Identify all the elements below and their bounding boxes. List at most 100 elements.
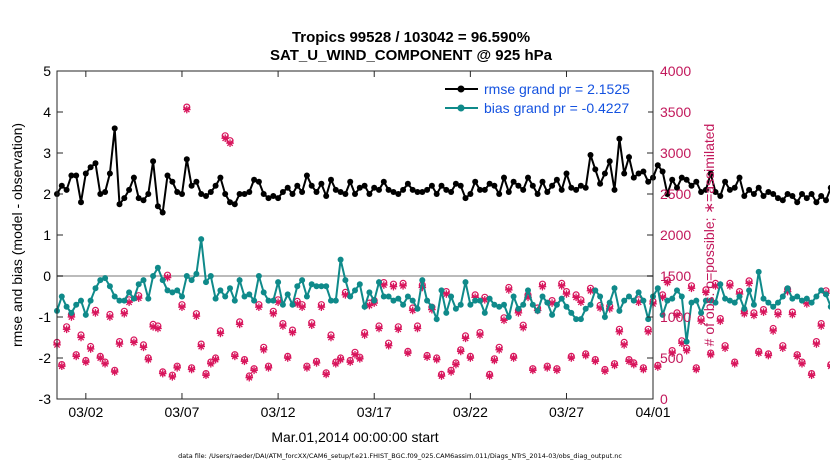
obs-possible-point (437, 370, 446, 378)
obs-possible-point (202, 370, 210, 378)
bias-point (707, 297, 714, 304)
obs-possible-point (625, 356, 633, 364)
obs-possible-point (212, 354, 220, 362)
bias-point (337, 256, 344, 263)
rmse-point (299, 189, 306, 195)
rmse-point (289, 191, 296, 197)
obs-possible-point (91, 306, 100, 314)
bias-point (525, 287, 531, 294)
bias-point (279, 301, 286, 308)
rmse-point (111, 125, 118, 132)
bias-point (539, 293, 546, 300)
rmse-point (78, 199, 84, 206)
bias-point (448, 293, 455, 300)
bias-point (299, 277, 306, 284)
obs-possible-point (77, 331, 85, 339)
rmse-point (510, 178, 517, 185)
obs-possible-point (509, 352, 518, 360)
rmse-point (193, 178, 200, 185)
obs-possible-point (755, 347, 763, 355)
rmse-point (808, 191, 815, 197)
rmse-point (731, 184, 738, 191)
rmse-point (227, 199, 233, 206)
obs-possible-point (149, 320, 157, 328)
rmse-point (799, 191, 805, 197)
rmse-point (174, 189, 181, 195)
rmse-point (332, 186, 339, 193)
rmse-point (784, 191, 791, 197)
legend-bias-marker (457, 104, 465, 112)
bias-point (371, 297, 378, 304)
obs-possible-point (183, 103, 191, 111)
bias-point (284, 291, 291, 298)
bias-point (520, 301, 527, 308)
obs-possible-point (346, 356, 354, 365)
rmse-point (582, 184, 589, 191)
rmse-point (294, 182, 301, 189)
bias-point (630, 297, 637, 304)
bias-point (106, 283, 113, 290)
obs-possible-point (197, 340, 205, 348)
rmse-point (68, 172, 75, 179)
rmse-point (496, 191, 503, 197)
plot-area (57, 71, 653, 399)
bias-point (78, 297, 84, 304)
obs-possible-point (827, 361, 830, 369)
obs-possible-point (788, 308, 797, 316)
obs-possible-point (413, 322, 422, 330)
x-tick-label: 03/02 (68, 404, 103, 420)
rmse-point (140, 197, 147, 204)
bias-point (558, 295, 565, 302)
rmse-point (803, 195, 810, 202)
rmse-point (674, 184, 680, 191)
bias-point (275, 279, 282, 286)
bias-point (323, 283, 330, 290)
rmse-point (236, 191, 243, 197)
rmse-point (823, 197, 829, 204)
bias-point (424, 297, 431, 304)
bias-point (154, 264, 161, 271)
obs-possible-point (72, 351, 80, 359)
bias-point (164, 287, 171, 294)
bias-point (246, 291, 253, 298)
rmse-point (203, 193, 209, 199)
obs-possible-point (279, 320, 287, 328)
obs-possible-point (231, 351, 239, 359)
rmse-point (145, 191, 152, 197)
bias-point (303, 293, 310, 300)
bias-point (549, 311, 556, 318)
rmse-point (246, 189, 253, 195)
obs-assimilated-point (245, 373, 254, 382)
obs-possible-point (361, 329, 369, 337)
bias-point (659, 311, 666, 318)
rmse-point (539, 178, 546, 185)
bias-point (813, 293, 820, 300)
bias-point (260, 289, 267, 296)
bias-point (563, 303, 570, 310)
rmse-point (347, 178, 354, 185)
bias-point (121, 297, 128, 304)
obs-possible-point (433, 354, 441, 362)
obs-possible-point (553, 365, 561, 373)
bias-point (611, 285, 618, 292)
rmse-point (260, 191, 267, 197)
y2-tick-label: 0 (660, 391, 668, 407)
rmse-point (126, 186, 133, 193)
bias-point (510, 293, 517, 300)
rmse-point (212, 182, 219, 189)
rmse-point (698, 189, 705, 195)
obs-possible-point (457, 346, 465, 354)
rmse-point (746, 186, 753, 193)
bias-point (789, 295, 796, 302)
bias-point (775, 299, 781, 306)
bias-point (496, 303, 503, 310)
bias-point (712, 299, 719, 306)
rmse-point (390, 189, 397, 195)
rmse-point (702, 186, 709, 193)
obs-possible-point (582, 350, 590, 358)
obs-possible-point (630, 359, 638, 367)
rmse-point (505, 189, 512, 195)
rmse-point (419, 189, 426, 195)
obs-possible-point (538, 280, 547, 288)
rmse-point (318, 180, 325, 187)
